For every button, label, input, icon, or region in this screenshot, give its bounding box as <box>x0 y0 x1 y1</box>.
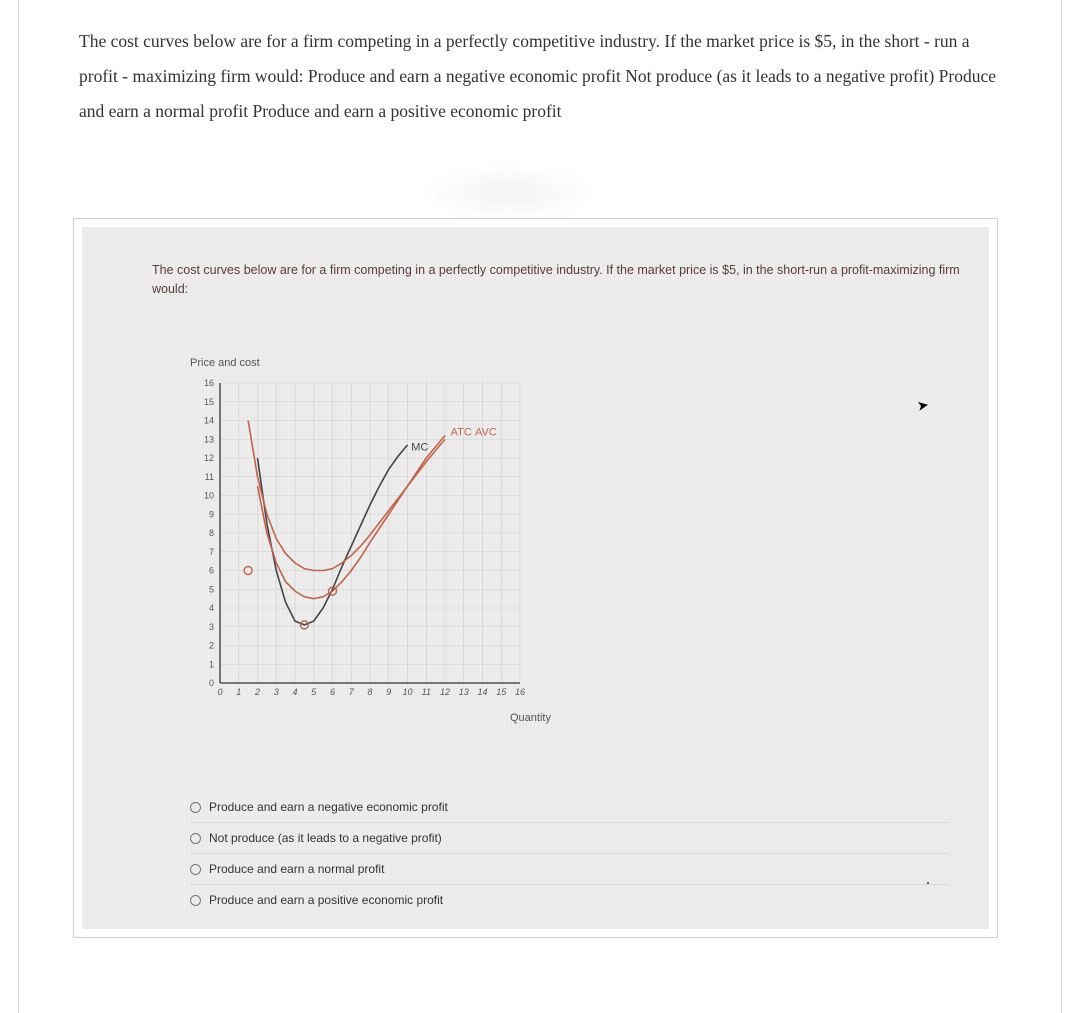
cursor-icon: ➤ <box>916 396 931 415</box>
svg-text:1: 1 <box>209 659 214 669</box>
svg-text:11: 11 <box>422 687 431 697</box>
radio-icon[interactable] <box>190 895 201 906</box>
option-row[interactable]: Produce and earn a negative economic pro… <box>190 792 949 822</box>
svg-text:16: 16 <box>515 687 525 697</box>
svg-text:6: 6 <box>330 687 335 697</box>
svg-text:13: 13 <box>459 687 469 697</box>
chart-svg: 1234567891011121314151600123456789101112… <box>190 373 550 713</box>
svg-text:8: 8 <box>209 528 214 538</box>
radio-icon[interactable] <box>190 864 201 875</box>
svg-text:14: 14 <box>477 687 487 697</box>
svg-text:AVC: AVC <box>475 427 497 439</box>
svg-text:3: 3 <box>274 687 279 697</box>
svg-text:7: 7 <box>209 547 214 557</box>
inner-question-text: The cost curves below are for a firm com… <box>152 261 969 299</box>
svg-text:9: 9 <box>209 509 214 519</box>
svg-text:13: 13 <box>204 434 214 444</box>
svg-text:12: 12 <box>204 453 214 463</box>
svg-text:1: 1 <box>236 687 241 697</box>
option-row[interactable]: Produce and earn a normal profit <box>190 853 949 884</box>
svg-text:5: 5 <box>209 584 214 594</box>
option-row[interactable]: Produce and earn a positive economic pro… <box>190 884 949 915</box>
svg-text:14: 14 <box>204 416 214 426</box>
option-label: Produce and earn a negative economic pro… <box>209 800 448 814</box>
svg-text:2: 2 <box>209 641 214 651</box>
radio-icon[interactable] <box>190 833 201 844</box>
svg-text:15: 15 <box>204 397 214 407</box>
watermark-blur <box>419 165 599 220</box>
svg-text:15: 15 <box>496 687 507 697</box>
svg-text:5: 5 <box>311 687 317 697</box>
option-label: Produce and earn a normal profit <box>209 862 384 876</box>
answer-options: Produce and earn a negative economic pro… <box>190 792 949 915</box>
svg-text:3: 3 <box>209 622 214 632</box>
svg-text:0: 0 <box>217 687 222 697</box>
option-row[interactable]: Not produce (as it leads to a negative p… <box>190 822 949 853</box>
option-label: Produce and earn a positive economic pro… <box>209 893 443 907</box>
svg-text:2: 2 <box>254 687 260 697</box>
solution-frame: The cost curves below are for a firm com… <box>73 218 998 938</box>
svg-text:4: 4 <box>292 687 297 697</box>
svg-text:8: 8 <box>367 687 372 697</box>
svg-text:MC: MC <box>411 442 428 454</box>
svg-text:0: 0 <box>209 678 214 688</box>
svg-text:10: 10 <box>402 687 412 697</box>
solution-inner: The cost curves below are for a firm com… <box>82 227 989 929</box>
question-text: The cost curves below are for a firm com… <box>79 24 1001 129</box>
radio-icon[interactable] <box>190 802 201 813</box>
cost-curves-chart: Price and cost 1234567891011121314151600… <box>190 357 590 737</box>
x-axis-title: Quantity <box>510 712 551 724</box>
svg-text:6: 6 <box>209 566 214 576</box>
y-axis-title: Price and cost <box>190 357 590 369</box>
svg-text:7: 7 <box>349 687 355 697</box>
noise-dot <box>927 882 929 884</box>
svg-text:9: 9 <box>386 687 391 697</box>
svg-text:16: 16 <box>204 378 214 388</box>
option-label: Not produce (as it leads to a negative p… <box>209 831 442 845</box>
svg-text:10: 10 <box>204 491 214 501</box>
page-container: The cost curves below are for a firm com… <box>18 0 1062 1013</box>
svg-text:4: 4 <box>209 603 214 613</box>
svg-text:12: 12 <box>440 687 450 697</box>
svg-text:ATC: ATC <box>451 427 472 439</box>
svg-text:11: 11 <box>205 472 214 482</box>
